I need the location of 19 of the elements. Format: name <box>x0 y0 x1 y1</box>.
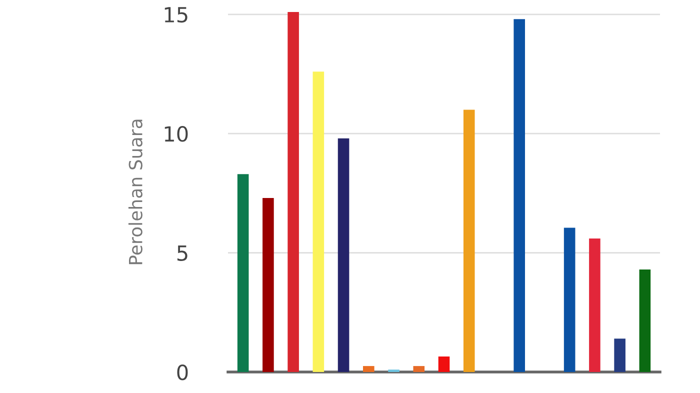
y-tick-label: 15 <box>164 7 188 23</box>
bar <box>413 366 425 372</box>
bar <box>614 338 626 372</box>
bar <box>288 12 299 372</box>
y-tick-label: 0 <box>177 364 188 380</box>
bar <box>312 72 324 372</box>
y-tick-label: 10 <box>164 126 188 142</box>
bar <box>589 238 600 372</box>
bar <box>463 110 475 372</box>
bar <box>237 174 249 372</box>
bar <box>363 366 374 372</box>
bar <box>564 228 576 372</box>
bar <box>514 19 525 372</box>
bar <box>338 138 350 372</box>
y-tick-label: 5 <box>177 246 188 262</box>
bar <box>438 356 450 372</box>
y-axis-title: Perolehan Suara <box>128 120 142 264</box>
bar <box>262 198 274 372</box>
bar <box>639 269 651 372</box>
